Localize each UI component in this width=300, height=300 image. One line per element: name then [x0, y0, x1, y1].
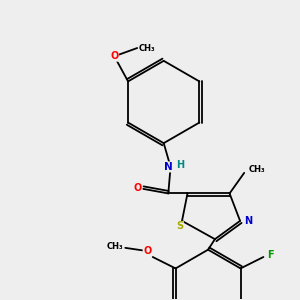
Text: N: N	[164, 162, 173, 172]
Text: F: F	[267, 250, 274, 260]
Text: O: O	[110, 51, 118, 61]
Text: CH₃: CH₃	[139, 44, 156, 52]
Text: CH₃: CH₃	[249, 165, 265, 174]
Text: H: H	[177, 160, 185, 170]
Text: CH₃: CH₃	[107, 242, 124, 251]
Text: N: N	[244, 216, 252, 226]
Text: O: O	[143, 246, 152, 256]
Text: S: S	[176, 221, 183, 231]
Text: O: O	[134, 183, 142, 193]
